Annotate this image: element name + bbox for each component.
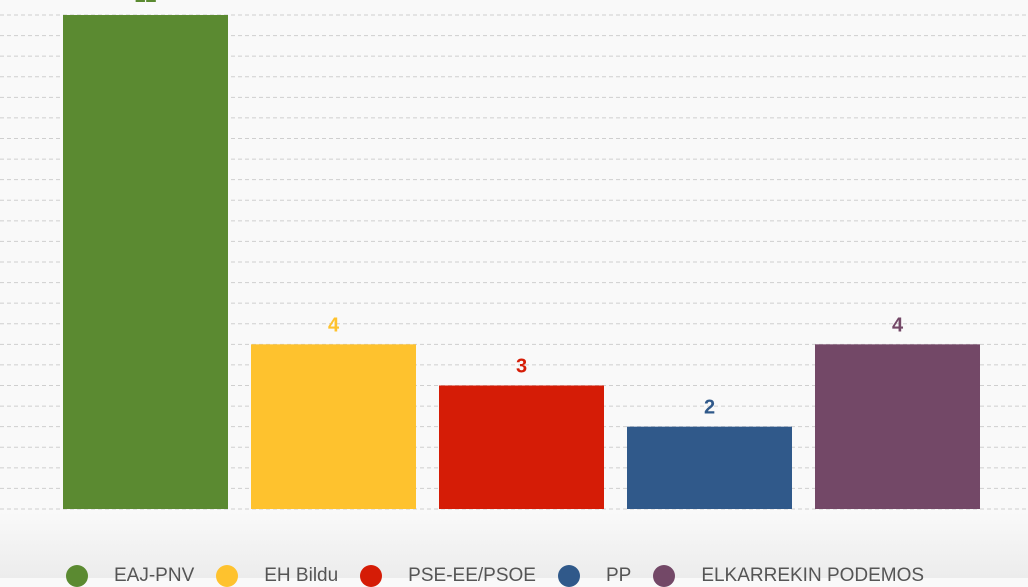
legend-label: PP — [605, 565, 632, 586]
legend-item-elkarrekin-podemos[interactable]: ELKARREKIN PODEMOS — [653, 565, 924, 587]
legend-swatch-icon — [557, 565, 580, 587]
data-labels: 12 4 3 2 4 — [134, 0, 904, 419]
chart-plot: 12 4 3 2 4 — [0, 0, 1028, 510]
legend-swatch-icon — [360, 565, 383, 587]
data-label: 12 — [134, 0, 156, 7]
data-label: 4 — [892, 314, 904, 336]
legend-item-pp[interactable]: PP — [557, 565, 632, 587]
data-label: 2 — [704, 397, 715, 419]
bar-eh-bildu[interactable] — [251, 344, 416, 509]
legend-label: ELKARREKIN PODEMOS — [701, 565, 925, 586]
legend-item-pse-ee-psoe[interactable]: PSE-EE/PSOE — [360, 565, 536, 587]
legend-swatch-icon — [66, 565, 88, 587]
bar-pp[interactable] — [627, 426, 792, 509]
bars — [63, 15, 980, 509]
legend-item-eh-bildu[interactable]: EH Bildu — [216, 565, 338, 587]
legend-item-eaj-pnv[interactable]: EAJ-PNV — [66, 565, 194, 587]
legend-swatch-icon — [653, 565, 676, 587]
legend-label: EAJ-PNV — [114, 565, 195, 586]
chart-legend: EAJ-PNV EH Bildu PSE-EE/PSOE PP ELKARREK… — [0, 512, 1028, 587]
legend-label: EH Bildu — [264, 565, 339, 586]
legend-swatch-icon — [216, 565, 239, 587]
data-label: 3 — [516, 356, 527, 378]
bar-elkarrekin-podemos[interactable] — [815, 344, 980, 509]
bar-pse-ee-psoe[interactable] — [439, 385, 604, 510]
bar-eaj-pnv[interactable] — [63, 15, 228, 509]
data-label: 4 — [328, 314, 340, 336]
legend-label: PSE-EE/PSOE — [408, 565, 536, 586]
